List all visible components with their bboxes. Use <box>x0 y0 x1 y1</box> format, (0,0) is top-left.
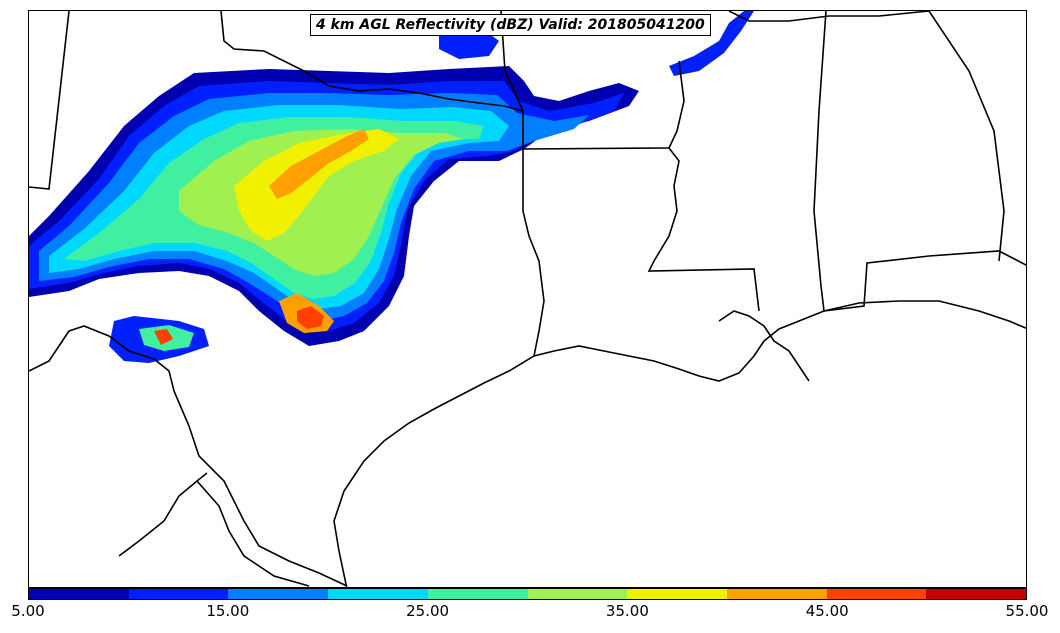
colorbar-tick-label: 55.00 <box>1005 602 1049 620</box>
border-rio-grande <box>68 325 348 587</box>
border-al-fl <box>823 250 1026 312</box>
colorbar-segment <box>826 589 927 599</box>
map-frame <box>28 10 1027 588</box>
colorbar-tick-label: 45.00 <box>805 602 849 620</box>
echo-30-35 <box>179 129 464 276</box>
echo-35-40 <box>234 129 399 241</box>
colorbar-segment <box>926 589 1027 599</box>
echo-40-45 <box>269 129 369 199</box>
border-al-ga <box>928 11 1005 262</box>
border-mexico-2 <box>118 472 208 557</box>
colorbar-segment <box>29 589 129 599</box>
colorbar-tick-label: 15.00 <box>206 602 250 620</box>
state-border-west <box>29 11 70 190</box>
colorbar-segment <box>328 589 428 599</box>
reflectivity-map <box>29 11 1026 587</box>
colorbar-segment <box>427 589 528 599</box>
border-mexico-3 <box>196 480 310 587</box>
colorbar-tick-label: 5.00 <box>11 602 45 620</box>
coastline-gulf <box>333 300 1026 587</box>
border-tx-la <box>522 111 545 357</box>
echo-cell-b-core <box>154 329 173 345</box>
colorbar-segment <box>726 589 827 599</box>
reflectivity-echoes <box>29 11 754 363</box>
border-mexico-inner <box>29 330 70 372</box>
colorbar-tick-label: 35.00 <box>605 602 649 620</box>
colorbar-segment <box>527 589 628 599</box>
border-la-ms <box>647 147 760 312</box>
colorbar-segment <box>228 589 329 599</box>
border-north <box>728 11 930 22</box>
colorbar-tick-label: 25.00 <box>406 602 450 620</box>
border-ar-ms-river <box>668 60 685 149</box>
echo-north-strip <box>669 11 754 76</box>
coastline-bayou <box>718 310 810 382</box>
border-ms-al <box>813 11 827 312</box>
border-tx-ok <box>220 11 524 112</box>
echo-cell-a-core <box>297 306 324 329</box>
colorbar <box>28 588 1027 600</box>
border-ar-la <box>522 147 670 150</box>
colorbar-segment <box>128 589 229 599</box>
boundaries <box>29 11 1026 587</box>
map-title: 4 km AGL Reflectivity (dBZ) Valid: 20180… <box>310 14 711 36</box>
colorbar-segment <box>627 589 727 599</box>
